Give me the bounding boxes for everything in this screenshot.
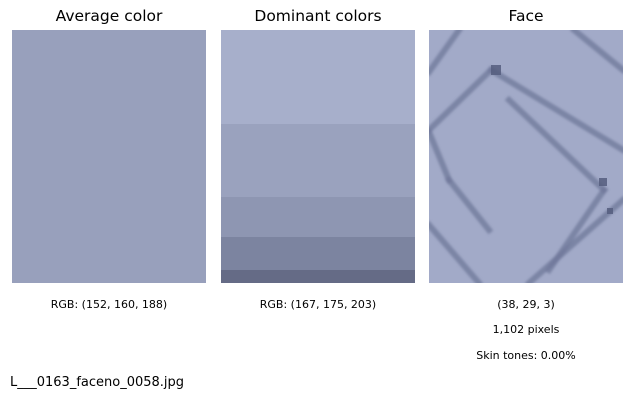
dominant-color-stripe-5 (221, 270, 415, 283)
face-edge-10 (569, 30, 623, 74)
dominant-color-stripe-1 (221, 30, 415, 124)
face-edge-2 (486, 65, 623, 154)
dominant-colors-title: Dominant colors (254, 7, 382, 25)
face-dark-spot-1 (491, 65, 501, 75)
face-pixel-count: 1,102 pixels (492, 323, 560, 336)
face-title: Face (508, 7, 544, 25)
face-background (429, 30, 623, 283)
face-skin-tones: Skin tones: 0.00% (476, 349, 576, 362)
image-filename: L___0163_faceno_0058.jpg (10, 375, 185, 390)
face-dark-spot-3 (607, 208, 613, 214)
face-thumbnail (429, 30, 623, 283)
face-edge-7 (504, 95, 609, 195)
dominant-color-stripe-3 (221, 196, 415, 238)
average-color-swatch (12, 30, 206, 283)
dominant-color-stripe-2 (221, 123, 415, 197)
dominant-color-stripe-4 (221, 237, 415, 271)
face-edge-6 (429, 65, 496, 135)
dominant-colors-swatch (221, 30, 415, 283)
average-color-title: Average color (55, 7, 163, 25)
face-dark-spot-2 (599, 178, 607, 186)
face-coords: (38, 29, 3) (497, 298, 555, 311)
dominant-colors-rgb: RGB: (167, 175, 203) (259, 298, 377, 311)
face-edge-1 (429, 30, 463, 77)
face-edge-5 (429, 220, 483, 283)
face-image (429, 30, 623, 283)
face-edge-4 (444, 175, 494, 235)
average-color-rgb: RGB: (152, 160, 188) (50, 298, 168, 311)
face-edge-3 (429, 128, 453, 184)
